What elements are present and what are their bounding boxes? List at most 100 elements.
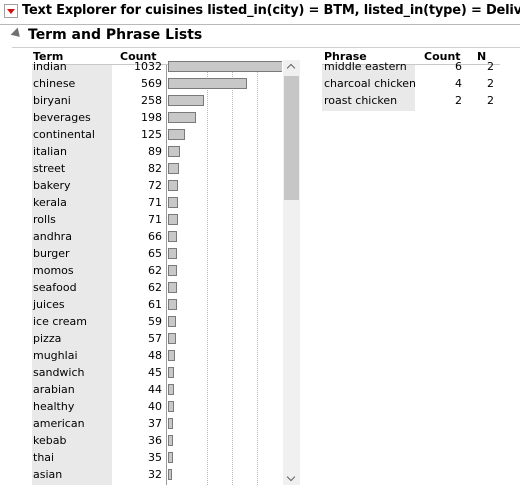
- term-row[interactable]: chinese 569: [32, 75, 282, 92]
- term-column-header[interactable]: Term: [33, 50, 64, 63]
- count-cell: 44: [148, 383, 162, 396]
- count-cell: 36: [148, 434, 162, 447]
- term-row[interactable]: healthy 40: [32, 398, 282, 415]
- term-row[interactable]: american 37: [32, 415, 282, 432]
- phrase-row[interactable]: charcoal chicken 4 2: [322, 75, 502, 92]
- phrase-count-cell: 2: [455, 94, 462, 107]
- count-bar: [168, 452, 173, 463]
- count-bar: [168, 78, 247, 89]
- term-row[interactable]: rolls 71: [32, 211, 282, 228]
- count-bar: [168, 282, 177, 293]
- term-row[interactable]: bakery 72: [32, 177, 282, 194]
- term-row[interactable]: ice cream 59: [32, 313, 282, 330]
- term-row[interactable]: pizza 57: [32, 330, 282, 347]
- count-bar: [168, 61, 282, 72]
- phrase-cell: roast chicken: [324, 94, 398, 107]
- term-cell: burger: [33, 247, 70, 260]
- phrase-row[interactable]: middle eastern 6 2: [322, 60, 502, 75]
- phrase-cell: middle eastern: [324, 60, 407, 73]
- term-row[interactable]: burger 65: [32, 245, 282, 262]
- phrase-count-cell: 4: [455, 77, 462, 90]
- red-triangle-menu-icon[interactable]: [4, 4, 18, 18]
- count-cell: 125: [141, 128, 162, 141]
- term-cell: ice cream: [33, 315, 87, 328]
- term-row[interactable]: sandwich 45: [32, 364, 282, 381]
- term-cell: kebab: [33, 434, 67, 447]
- count-column-header[interactable]: Count: [120, 50, 157, 63]
- count-cell: 40: [148, 400, 162, 413]
- term-row[interactable]: arabian 44: [32, 381, 282, 398]
- disclosure-triangle-icon[interactable]: [10, 27, 24, 41]
- term-row[interactable]: continental 125: [32, 126, 282, 143]
- count-bar: [168, 214, 178, 225]
- count-bar: [168, 112, 196, 123]
- term-cell: indian: [33, 60, 67, 73]
- term-row[interactable]: andhra 66: [32, 228, 282, 245]
- count-cell: 59: [148, 315, 162, 328]
- phrase-column-background: [322, 65, 415, 111]
- term-column-background: [32, 65, 112, 485]
- section-title: Term and Phrase Lists: [28, 27, 203, 43]
- count-cell: 37: [148, 417, 162, 430]
- term-list: indian 1032 chinese 569 biryani 258 beverages 1…: [32, 60, 282, 485]
- window-title: Text Explorer for cuisines listed_in(cit…: [22, 3, 520, 18]
- count-cell: 48: [148, 349, 162, 362]
- term-list-scrollbar[interactable]: [283, 60, 300, 485]
- term-row[interactable]: street 82: [32, 160, 282, 177]
- term-cell: asian: [33, 468, 63, 481]
- count-bar: [168, 146, 180, 157]
- section-header[interactable]: Term and Phrase Lists: [10, 25, 520, 48]
- count-bar: [168, 265, 177, 276]
- n-cell: 2: [487, 94, 494, 107]
- term-row[interactable]: mughlai 48: [32, 347, 282, 364]
- term-cell: andhra: [33, 230, 72, 243]
- count-bar: [168, 180, 178, 191]
- scrollbar-thumb[interactable]: [284, 76, 299, 200]
- count-cell: 258: [141, 94, 162, 107]
- scroll-down-arrow-icon[interactable]: [283, 471, 300, 485]
- term-cell: thai: [33, 451, 55, 464]
- phrase-column-header[interactable]: Phrase: [324, 50, 367, 63]
- count-bar: [168, 384, 174, 395]
- count-bar: [168, 231, 177, 242]
- n-column-header[interactable]: N: [477, 50, 487, 63]
- term-row[interactable]: momos 62: [32, 262, 282, 279]
- bar-axis-line: [166, 65, 167, 485]
- count-bar: [168, 129, 185, 140]
- count-cell: 82: [148, 162, 162, 175]
- gridline: [207, 65, 208, 485]
- count-bar: [168, 469, 172, 480]
- term-cell: mughlai: [33, 349, 78, 362]
- count-bar: [168, 350, 175, 361]
- phrase-row[interactable]: roast chicken 2 2: [322, 92, 502, 109]
- term-row[interactable]: indian 1032: [32, 60, 282, 75]
- term-row[interactable]: italian 89: [32, 143, 282, 160]
- count-cell: 72: [148, 179, 162, 192]
- term-row[interactable]: seafood 62: [32, 279, 282, 296]
- count-cell: 62: [148, 281, 162, 294]
- term-row[interactable]: thai 35: [32, 449, 282, 466]
- phrase-count-cell: 6: [455, 60, 462, 73]
- count-bar: [168, 95, 204, 106]
- phrase-count-column-header[interactable]: Count: [424, 50, 461, 63]
- term-row[interactable]: asian 32: [32, 466, 282, 483]
- phrase-list: middle eastern 6 2 charcoal chicken 4 2 roast …: [0, 60, 520, 112]
- count-cell: 66: [148, 230, 162, 243]
- term-cell: bakery: [33, 179, 71, 192]
- window-title-bar: Text Explorer for cuisines listed_in(cit…: [0, 0, 520, 25]
- term-row[interactable]: biryani 258: [32, 92, 282, 109]
- term-row[interactable]: kebab 36: [32, 432, 282, 449]
- term-cell: italian: [33, 145, 67, 158]
- term-row[interactable]: kerala 71: [32, 194, 282, 211]
- term-row[interactable]: juices 61: [32, 296, 282, 313]
- count-cell: 71: [148, 213, 162, 226]
- term-cell: healthy: [33, 400, 75, 413]
- count-bar: [168, 299, 177, 310]
- n-cell: 2: [487, 77, 494, 90]
- term-cell: arabian: [33, 383, 75, 396]
- count-bar: [168, 197, 178, 208]
- gridline: [257, 65, 258, 485]
- term-cell: beverages: [33, 111, 91, 124]
- term-row[interactable]: beverages 198: [32, 109, 282, 126]
- count-cell: 61: [148, 298, 162, 311]
